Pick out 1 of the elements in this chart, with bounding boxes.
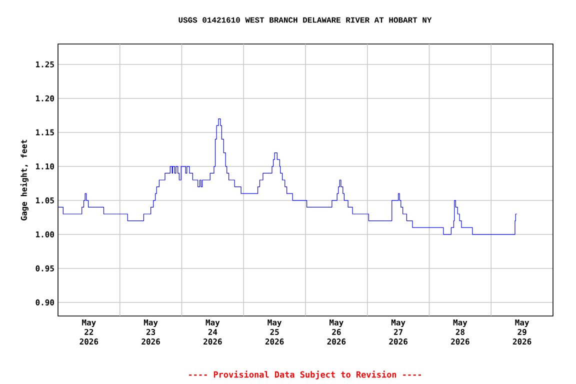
text: ---- Provisional Data Subject to Revision ---- xyxy=(188,370,422,380)
